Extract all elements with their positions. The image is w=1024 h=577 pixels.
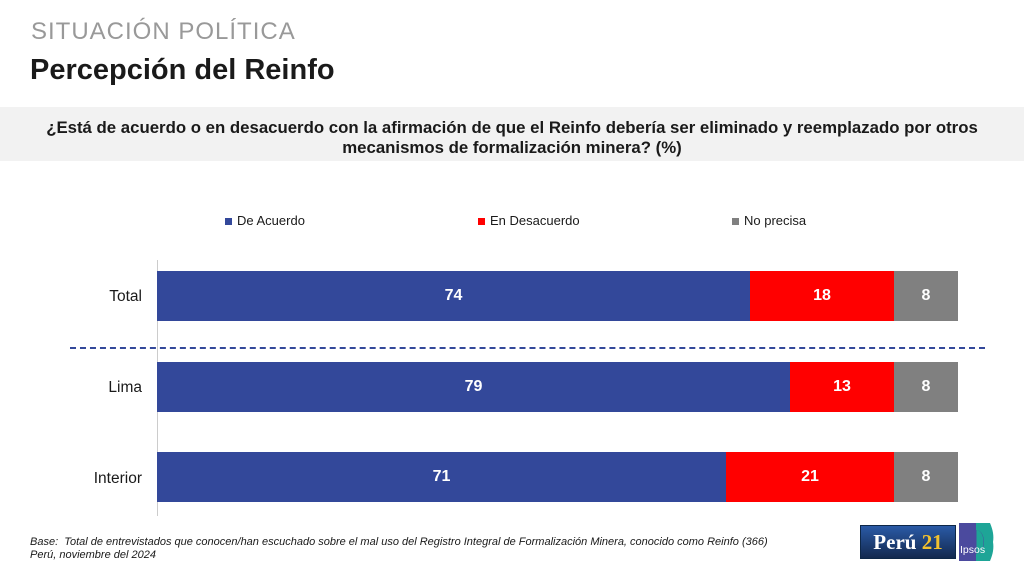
svg-text:Ipsos: Ipsos bbox=[960, 544, 985, 556]
